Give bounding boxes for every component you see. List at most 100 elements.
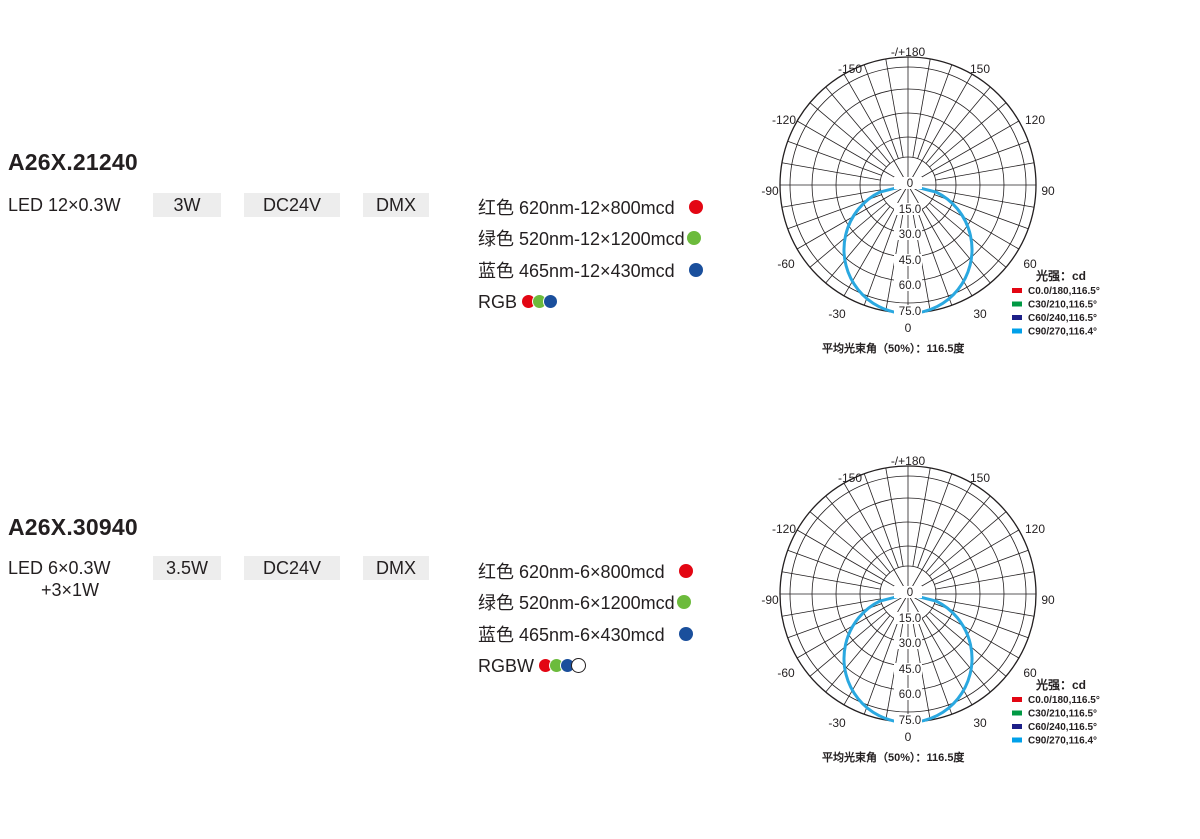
angle-label: 0 xyxy=(905,730,912,744)
control-tag: DMX xyxy=(363,193,429,217)
channel-red: 红色 620nm-12×800mcd xyxy=(478,197,703,219)
legend-swatch xyxy=(1012,328,1022,334)
radial-label-bg xyxy=(894,305,922,317)
grid-spoke xyxy=(843,482,909,595)
beam-angle-caption: 平均光束角（50%）：116.5度 xyxy=(822,750,965,764)
legend-item: C90/270,116.4° xyxy=(1028,736,1097,747)
product-block: A26X.30940 LED 6×0.3W +3×1W 3.5W DC24V D… xyxy=(8,454,1100,764)
radial-label: 15.0 xyxy=(899,204,921,216)
radial-label-bg xyxy=(894,586,922,598)
legend-swatch xyxy=(1012,737,1022,743)
legend-swatch xyxy=(1012,710,1022,716)
angle-label: 60 xyxy=(1023,666,1037,680)
channel-label: 红色 620nm-12×800mcd xyxy=(478,198,675,218)
legend-item: C30/210,116.5° xyxy=(1028,300,1097,311)
led-spec: LED 6×0.3W +3×1W xyxy=(8,557,111,601)
legend-item: C90/270,116.4° xyxy=(1028,327,1097,338)
grid-spoke xyxy=(907,529,1020,595)
legend-item: C0.0/180,116.5° xyxy=(1028,286,1100,297)
grid-spoke xyxy=(885,467,904,567)
control-tag: DMX xyxy=(363,556,429,580)
led-spec-line1: LED 6×0.3W xyxy=(8,558,111,578)
radial-label-bg xyxy=(894,254,922,266)
grid-spoke xyxy=(825,206,891,284)
top-angle-label: -/+180 xyxy=(891,454,926,468)
channel-blue: 蓝色 465nm-6×430mcd xyxy=(478,624,693,646)
radial-label-bg xyxy=(894,688,922,700)
angle-label: 30 xyxy=(973,716,987,730)
channel-green: 绿色 520nm-6×1200mcd xyxy=(478,592,691,614)
beam-angle-caption: 平均光束角（50%）：116.5度 xyxy=(822,341,965,355)
grid-spoke xyxy=(925,495,991,573)
grid-spoke xyxy=(825,86,891,164)
grid-spoke xyxy=(863,473,899,568)
radial-label: 75.0 xyxy=(899,715,921,727)
radial-label-bg xyxy=(894,612,922,624)
grid-spoke xyxy=(929,102,1007,168)
grid-spoke xyxy=(917,473,953,568)
radial-label-bg xyxy=(894,177,922,189)
legend-item: C0.0/180,116.5° xyxy=(1028,695,1100,706)
radial-label: 45.0 xyxy=(899,664,921,676)
grid-spoke xyxy=(929,511,1007,577)
legend-title: 光强：cd xyxy=(1035,677,1086,692)
grid-spoke xyxy=(863,211,899,306)
angle-label: 90 xyxy=(1041,184,1055,198)
angle-label: -150 xyxy=(838,62,862,76)
grid-spoke xyxy=(787,140,882,176)
grid-spoke xyxy=(781,598,881,617)
grid-spoke xyxy=(907,73,973,186)
angle-label: -150 xyxy=(838,471,862,485)
grid-spoke xyxy=(781,162,881,181)
grid-spoke xyxy=(796,529,909,595)
radial-label: 60.0 xyxy=(899,689,921,701)
radial-label: 0 xyxy=(907,178,913,190)
radial-label: 0 xyxy=(907,587,913,599)
angle-label: -120 xyxy=(772,113,796,127)
legend-item: C60/240,116.5° xyxy=(1028,313,1097,324)
grid-spoke xyxy=(912,58,931,158)
legend-item: C30/210,116.5° xyxy=(1028,709,1097,720)
radial-label: 60.0 xyxy=(899,280,921,292)
radial-label: 15.0 xyxy=(899,613,921,625)
polar-light-distribution-diagram: -150 150 -120 120 -90 90 -60 60 -30 30 0 -/+180 0 15.… xyxy=(761,454,1100,764)
grid-spoke xyxy=(809,611,887,677)
grid-spoke xyxy=(825,495,891,573)
grid-spoke xyxy=(917,620,953,715)
combo-rgb: RGB xyxy=(478,291,559,313)
grid-spoke xyxy=(885,58,904,158)
product-block: A26X.21240 LED 12×0.3W 3W DC24V DMX 红色 6… xyxy=(8,45,1100,355)
grid-spoke xyxy=(825,615,891,693)
angle-label: -30 xyxy=(828,307,846,321)
legend-swatch xyxy=(1012,724,1022,729)
legend-swatch xyxy=(1012,697,1022,702)
radial-label-bg xyxy=(894,228,922,240)
grid-spoke xyxy=(935,189,1035,208)
channel-red: 红色 620nm-6×800mcd xyxy=(478,561,693,583)
polar-grid xyxy=(779,56,1037,314)
voltage-tag: DC24V xyxy=(244,193,340,217)
legend-swatch xyxy=(1012,288,1022,293)
angle-label: -30 xyxy=(828,716,846,730)
angle-label: 120 xyxy=(1025,522,1045,536)
angle-label: -60 xyxy=(777,666,795,680)
led-spec: LED 12×0.3W xyxy=(8,194,121,216)
led-spec-line2: +3×1W xyxy=(41,580,100,600)
radial-label: 45.0 xyxy=(899,255,921,267)
channel-label: 绿色 520nm-12×1200mcd xyxy=(478,229,685,249)
blue-dot-icon xyxy=(543,293,559,309)
angle-label: -90 xyxy=(761,184,779,198)
red-dot-icon xyxy=(678,564,693,579)
grid-spoke xyxy=(787,549,882,585)
radial-label-bg xyxy=(894,279,922,291)
red-dot-icon xyxy=(688,200,703,215)
grid-spoke xyxy=(796,120,909,186)
legend-item: C60/240,116.5° xyxy=(1028,722,1097,733)
legend-swatch xyxy=(1012,315,1022,320)
grid-spoke xyxy=(935,598,1035,617)
radial-label: 30.0 xyxy=(899,638,921,650)
blue-dot-icon xyxy=(688,263,703,278)
polar-light-distribution-diagram: -150 150 -120 120 -90 90 -60 60 -30 30 0 -/+180 0 15.… xyxy=(761,45,1100,355)
channel-label: 红色 620nm-6×800mcd xyxy=(478,562,665,582)
grid-spoke xyxy=(935,571,1035,590)
